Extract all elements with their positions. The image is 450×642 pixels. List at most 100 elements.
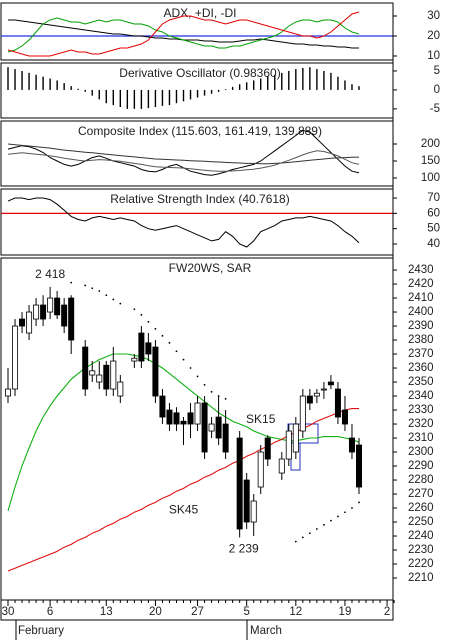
panel-title: Derivative Oscillator (0.98360)	[119, 66, 280, 80]
candle-body	[173, 412, 180, 425]
y-tick-label: 2340	[408, 390, 434, 402]
candle-body	[320, 388, 327, 391]
indicator-line	[7, 11, 360, 57]
y-tick-label: 150	[421, 155, 440, 167]
indicator-line	[7, 143, 360, 165]
y-tick-label: 2260	[408, 502, 434, 514]
sar-dot	[133, 308, 136, 311]
candle-body	[348, 437, 355, 453]
sar-dot	[182, 358, 185, 361]
candle-body	[292, 423, 299, 453]
y-tick-label: 2320	[408, 418, 434, 430]
candle-body	[12, 325, 19, 390]
y-tick-label: 10	[427, 50, 440, 62]
candle-body	[257, 451, 264, 488]
sar-dot	[70, 281, 73, 284]
x-tick-label: 2	[384, 606, 390, 618]
candle-body	[82, 346, 89, 390]
candle-body	[194, 402, 201, 425]
y-tick-label: 2380	[408, 334, 434, 346]
candle-body	[103, 364, 110, 390]
y-tick-label: 2250	[408, 516, 434, 528]
sar-dot	[337, 515, 339, 518]
sar-dot	[203, 383, 206, 386]
y-tick-label: 30	[427, 10, 440, 22]
sar-dot	[175, 350, 178, 353]
moving-average	[7, 353, 360, 511]
sar-dot	[351, 507, 353, 509]
y-tick-label: 2330	[408, 404, 434, 416]
y-tick-label: 2400	[408, 306, 434, 318]
y-tick-label: 100	[421, 172, 440, 184]
y-tick-label: 2270	[408, 488, 434, 500]
candle-body	[47, 297, 54, 313]
panel-title: Relative Strength Index (40.7618)	[110, 192, 289, 206]
candle-body	[355, 444, 362, 488]
indicator-line	[7, 150, 360, 172]
candle-body	[285, 430, 292, 460]
x-tick-label: 6	[47, 606, 53, 618]
candle-body	[54, 297, 61, 316]
candle-body	[264, 437, 271, 460]
sar-dot	[210, 390, 213, 393]
candle-body	[33, 304, 40, 320]
candle-body	[166, 409, 173, 425]
sar-dot	[98, 290, 101, 292]
y-tick-label: 2220	[408, 558, 434, 570]
candle-body	[208, 423, 215, 432]
sar-dot	[323, 523, 325, 526]
y-tick-label: 2410	[408, 292, 434, 304]
candle-body	[19, 318, 26, 327]
candle-body	[222, 423, 229, 453]
sar-dot	[344, 511, 346, 514]
y-tick-label: 2210	[408, 572, 434, 584]
sar-dot	[119, 302, 122, 305]
sar-dot	[196, 375, 199, 378]
x-tick-label: 13	[100, 606, 113, 618]
x-tick-label: 27	[191, 606, 204, 618]
candle-body	[215, 416, 222, 439]
candle-body	[299, 395, 306, 432]
candle-body	[187, 412, 194, 425]
y-tick-label: 2280	[408, 474, 434, 486]
sar-dot	[358, 501, 360, 504]
candle-body	[5, 388, 11, 397]
month-label: February	[18, 625, 64, 637]
y-tick-label: 2370	[408, 348, 434, 360]
line-label: SK15	[246, 412, 276, 426]
candle-body	[131, 357, 138, 362]
y-tick-label: 2350	[408, 376, 434, 388]
sar-dot	[294, 540, 297, 543]
sar-dot	[161, 334, 164, 337]
panel-title: FW20WS, SAR	[169, 261, 252, 275]
candle-body	[236, 437, 243, 530]
candle-body	[243, 479, 250, 523]
y-tick-label: 70	[427, 192, 440, 204]
candle-body	[201, 402, 208, 453]
y-tick-label: -5	[430, 103, 440, 115]
x-tick-label: 20	[149, 606, 162, 618]
y-tick-label: 2290	[408, 460, 434, 472]
candle-body	[138, 332, 145, 362]
y-tick-label: 2390	[408, 320, 434, 332]
candle-body	[110, 360, 117, 390]
y-tick-label: 2300	[408, 446, 434, 458]
sar-dot	[315, 528, 318, 530]
candle-body	[61, 304, 68, 327]
sar-dot	[140, 313, 143, 316]
y-tick-label: 2360	[408, 362, 434, 374]
sar-dot	[105, 294, 108, 297]
indicator-line	[7, 17, 360, 53]
candle-body	[313, 392, 320, 397]
candle-body	[327, 381, 334, 386]
candle-body	[96, 374, 103, 383]
indicator-line	[7, 197, 360, 248]
panel-title: Composite Index (115.603, 161.419, 139.8…	[78, 124, 322, 138]
y-tick-label: 2430	[408, 264, 434, 276]
candle-body	[68, 297, 75, 341]
candle-body	[117, 381, 124, 397]
line-label: SK45	[169, 503, 199, 517]
candle-body	[306, 395, 313, 404]
